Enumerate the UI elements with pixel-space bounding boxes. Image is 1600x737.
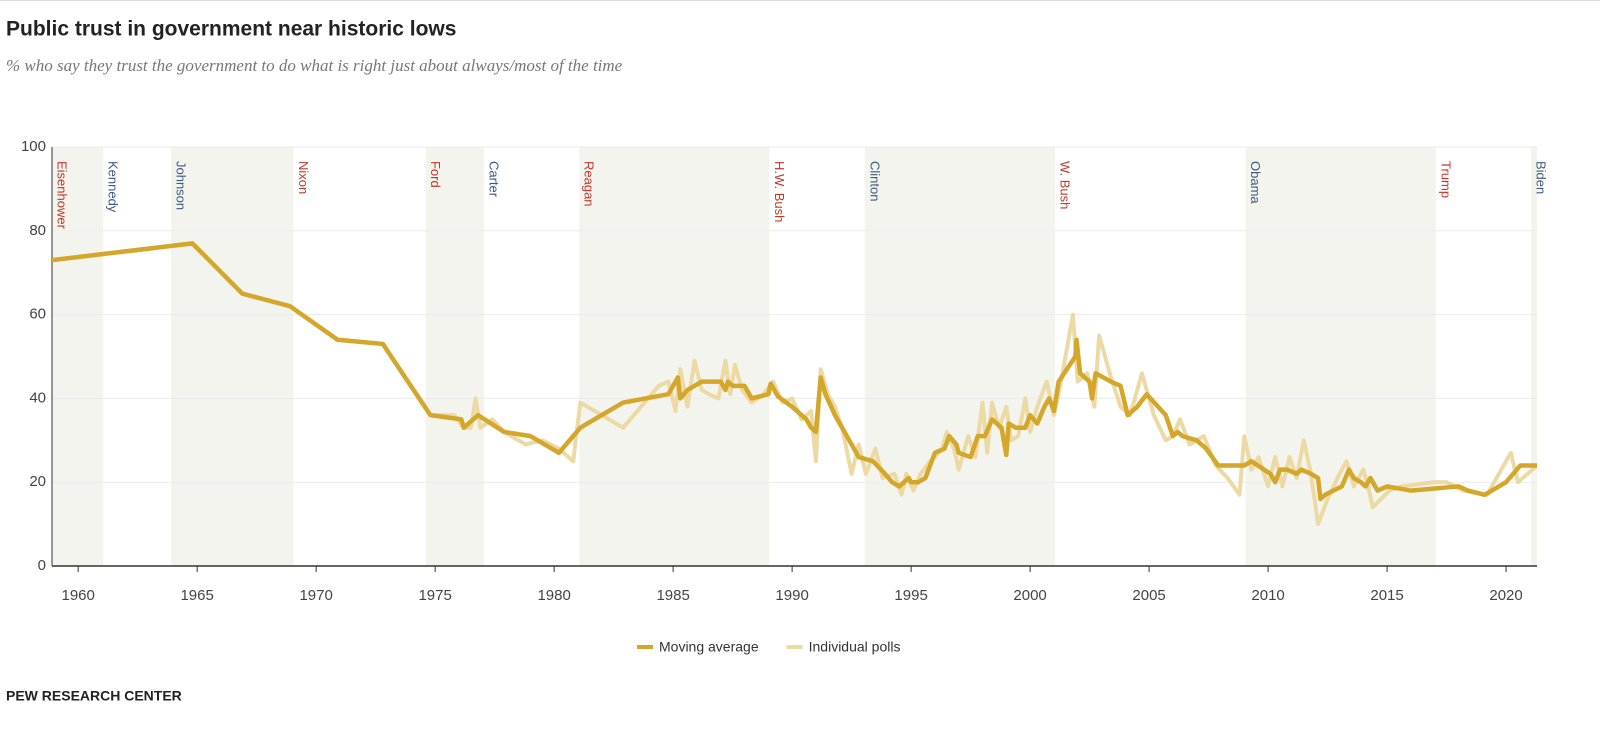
- term-band: [52, 147, 104, 566]
- x-tick-label: 2005: [1132, 587, 1165, 604]
- y-tick-label: 80: [29, 222, 46, 239]
- x-tick-label: 1995: [894, 587, 927, 604]
- x-tick-label: 1980: [537, 587, 570, 604]
- legend-label: Individual polls: [809, 639, 901, 655]
- x-tick-label: 1970: [299, 587, 332, 604]
- president-label: Carter: [486, 161, 501, 198]
- series-line: [52, 241, 1537, 527]
- x-tick-label: 2010: [1251, 587, 1284, 604]
- y-tick-label: 20: [29, 473, 46, 490]
- president-label: Reagan: [582, 161, 597, 207]
- president-label: W. Bush: [1058, 161, 1073, 209]
- president-label: Ford: [428, 161, 443, 188]
- x-tick-label: 2015: [1370, 587, 1403, 604]
- term-bands: [52, 147, 1537, 566]
- term-band: [170, 147, 294, 566]
- x-tick-label: 1975: [418, 587, 451, 604]
- x-tick-label: 1960: [61, 587, 94, 604]
- term-band: [425, 147, 484, 566]
- term-band: [1245, 147, 1436, 566]
- series-line: [52, 241, 1537, 502]
- x-tick-label: 1965: [180, 587, 213, 604]
- president-label: Johnson: [174, 161, 189, 210]
- x-tick-label: 1985: [656, 587, 689, 604]
- president-label: Clinton: [867, 161, 882, 201]
- x-tick-label: 1990: [775, 587, 808, 604]
- president-label: Eisenhower: [55, 161, 70, 230]
- y-tick-label: 0: [38, 557, 46, 574]
- president-label: Kennedy: [106, 161, 121, 213]
- legend-label: Moving average: [659, 639, 759, 655]
- term-band: [579, 147, 770, 566]
- x-tick-label: 2000: [1013, 587, 1046, 604]
- chart-title: Public trust in government near historic…: [6, 18, 456, 41]
- term-band: [1531, 147, 1537, 566]
- y-tick-label: 100: [21, 138, 46, 155]
- y-tick-label: 60: [29, 306, 46, 323]
- y-tick-label: 40: [29, 389, 46, 406]
- president-label: H.W. Bush: [772, 161, 787, 222]
- president-label: Trump: [1438, 161, 1453, 198]
- plot: Eisenhower Kennedy Johnson Nixon Ford Carter R…: [21, 138, 1549, 655]
- source: PEW RESEARCH CENTER: [6, 688, 182, 704]
- term-band: [864, 147, 1056, 566]
- president-label: Obama: [1248, 161, 1263, 204]
- x-tick-label: 2020: [1489, 587, 1522, 604]
- president-label: Biden: [1534, 161, 1549, 194]
- chart-subtitle: % who say they trust the government to d…: [6, 56, 623, 75]
- president-label: Nixon: [296, 161, 311, 194]
